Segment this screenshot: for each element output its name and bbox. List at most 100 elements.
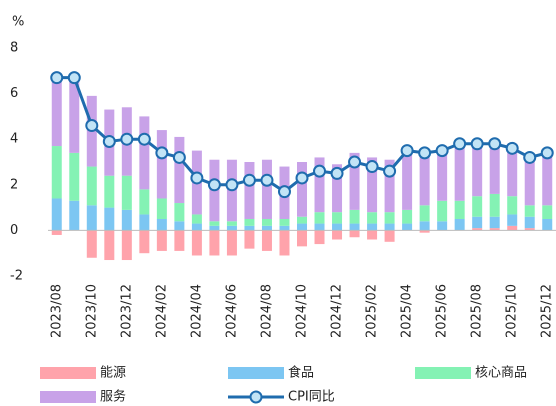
bar [226, 225, 237, 231]
bar [51, 146, 62, 199]
y-tick-label: 6 [10, 86, 18, 101]
bar [69, 200, 80, 231]
legend-label: 核心商品 [475, 366, 527, 381]
bar [384, 223, 395, 231]
bar [139, 214, 150, 231]
bar [349, 152, 360, 210]
cpi-marker [365, 160, 379, 174]
bar [51, 77, 62, 147]
bar [261, 225, 272, 231]
bar [349, 223, 360, 231]
bar [279, 230, 290, 256]
bar [86, 230, 97, 258]
bar [437, 148, 448, 201]
cpi-marker [155, 146, 169, 160]
bar [542, 219, 553, 231]
bar [507, 225, 518, 231]
cpi-marker [225, 178, 239, 192]
cpi-marker [488, 137, 502, 151]
bar [489, 193, 500, 217]
bar [384, 230, 395, 242]
bar [507, 143, 518, 197]
y-unit: % [12, 15, 24, 30]
bar [51, 230, 62, 235]
bar [139, 189, 150, 215]
bar [244, 219, 255, 226]
cpi-marker [313, 164, 327, 178]
bar [437, 221, 448, 231]
bar [472, 196, 483, 217]
cpi-marker [172, 150, 186, 164]
bar [156, 219, 167, 231]
bar [524, 228, 535, 231]
bar [507, 214, 518, 226]
bar [86, 205, 97, 231]
bar [349, 209, 360, 224]
cpi-marker [400, 144, 414, 158]
cpi-marker [383, 164, 397, 178]
bar [402, 150, 413, 210]
x-tick-label: 2025/02 [365, 284, 380, 338]
bar [244, 230, 255, 249]
bar [156, 130, 167, 199]
bar [261, 230, 272, 251]
cpi-marker [85, 119, 99, 133]
y-tick-label: 8 [10, 41, 18, 56]
legend-swatch [40, 367, 96, 379]
bar [542, 155, 553, 206]
bar [542, 205, 553, 219]
bar [174, 136, 185, 204]
bar [437, 200, 448, 222]
cpi-marker [102, 134, 116, 148]
bar [121, 175, 132, 210]
x-tick-label: 2024/08 [259, 284, 274, 338]
bar [367, 212, 378, 224]
x-tick-label: 2024/12 [330, 284, 345, 338]
x-tick-label: 2025/08 [470, 284, 485, 338]
cpi-marker [137, 132, 151, 146]
bar [524, 205, 535, 217]
legend-marker [249, 390, 263, 404]
bar [174, 203, 185, 222]
bar [489, 216, 500, 229]
bar [332, 212, 343, 224]
bar [156, 230, 167, 251]
bar [209, 221, 220, 226]
bar [297, 223, 307, 231]
legend-swatch [228, 367, 284, 379]
bar [51, 198, 62, 231]
bar [86, 166, 97, 206]
bar [419, 152, 430, 206]
cpi-marker [523, 150, 537, 164]
bar [524, 155, 535, 206]
legend-swatch [40, 391, 96, 403]
bar [384, 159, 395, 213]
y-tick-label: 2 [10, 177, 18, 192]
x-tick-label: 2025/04 [400, 284, 415, 338]
bar [314, 223, 325, 231]
bar [332, 230, 343, 240]
x-tick-label: 2024/10 [295, 284, 310, 338]
bar [454, 143, 465, 201]
cpi-marker [435, 144, 449, 158]
bar [524, 216, 535, 229]
bar [156, 198, 167, 219]
bar [297, 162, 307, 217]
bar [349, 230, 360, 238]
bar [121, 230, 132, 261]
cpi-marker [330, 166, 344, 180]
legend-label: 能源 [100, 366, 126, 381]
x-tick-label: 2025/10 [505, 284, 520, 338]
x-tick-label: 2023/12 [119, 284, 134, 338]
bar [367, 223, 378, 231]
bar [419, 230, 430, 233]
cpi-marker [453, 137, 467, 151]
cpi-marker [260, 173, 274, 187]
bar [314, 157, 325, 213]
bar [226, 221, 237, 226]
bar [104, 175, 115, 208]
bar [279, 225, 290, 231]
bar [384, 212, 395, 224]
bar [419, 205, 430, 222]
